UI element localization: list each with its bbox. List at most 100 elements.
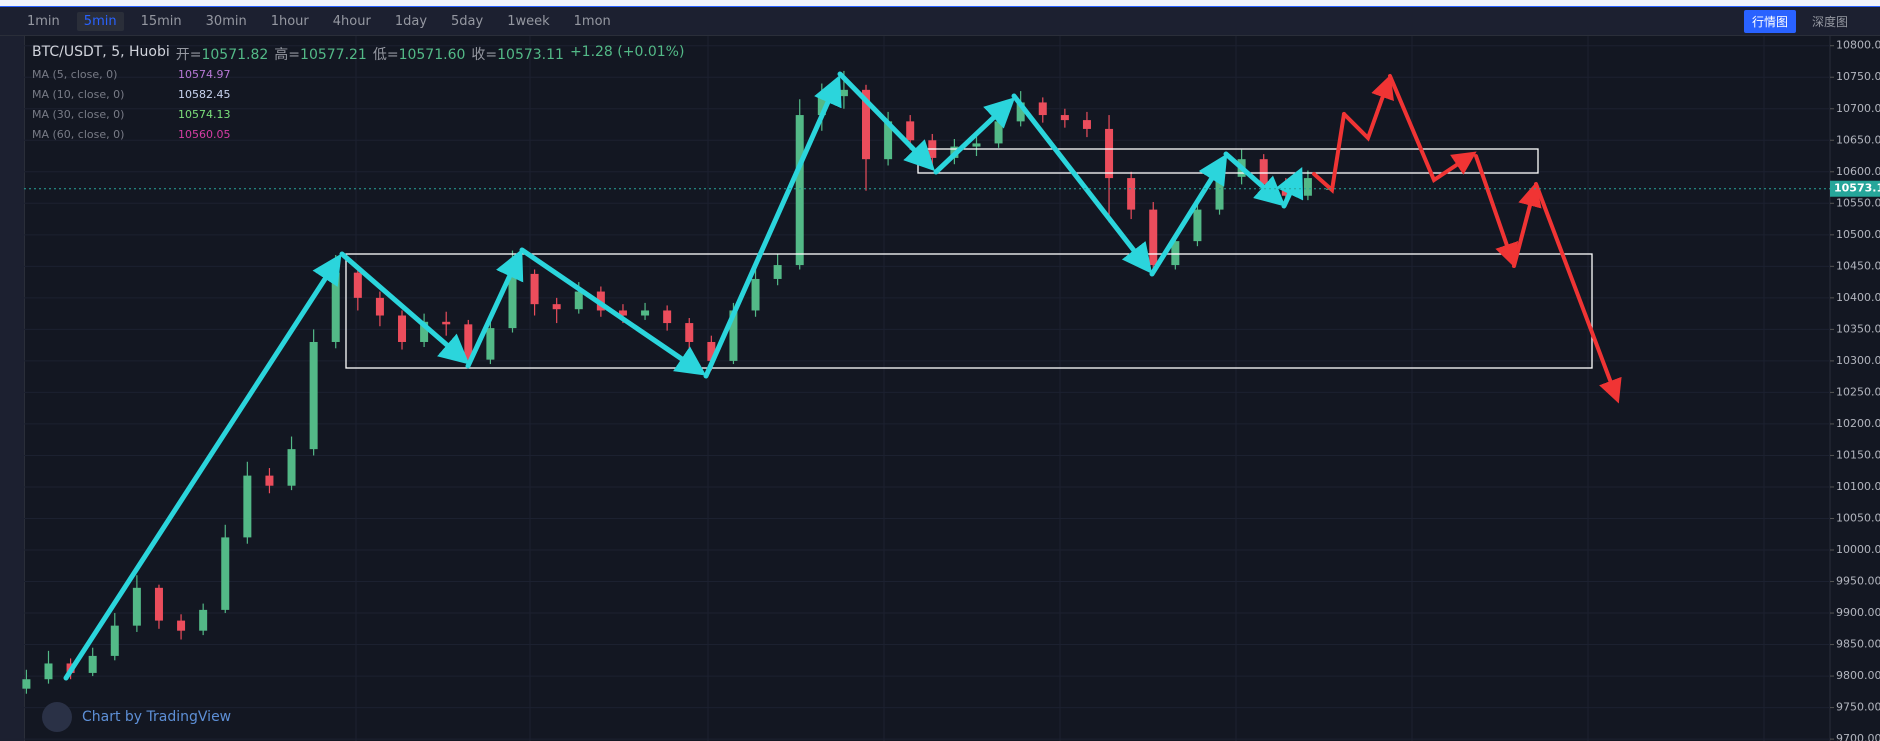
ohlc-value: 10571.60 xyxy=(398,47,466,63)
ohlc-value: 10573.11 xyxy=(497,47,564,63)
candle-body xyxy=(1016,102,1025,122)
candle-body xyxy=(1171,241,1180,266)
last-price-tag xyxy=(1830,180,1880,197)
y-tick-label: 10500.00 xyxy=(1836,228,1880,241)
y-tick-label: 10050.00 xyxy=(1836,511,1880,524)
candle-body xyxy=(972,143,981,147)
candle-body xyxy=(795,115,804,266)
candle-body xyxy=(442,321,451,325)
y-tick-label: 10800.00 xyxy=(1836,39,1880,52)
candle-body xyxy=(1149,209,1158,266)
candle-body xyxy=(1105,128,1114,179)
candle-body xyxy=(154,587,163,621)
candle-body xyxy=(44,663,53,680)
y-tick-label: 10450.00 xyxy=(1836,259,1880,272)
interval-button[interactable]: 1day xyxy=(394,13,428,29)
candle-body xyxy=(707,341,716,361)
candle-body xyxy=(243,475,252,538)
candle-body xyxy=(287,449,296,486)
candle-body xyxy=(530,273,539,305)
candle-body xyxy=(1038,102,1047,116)
candle-body xyxy=(906,121,915,141)
interval-list: 1min 5min 15min 30min 1hour 4hour 1day 5day 1wee… xyxy=(20,11,628,31)
candle-body xyxy=(22,679,31,689)
interval-button[interactable]: 1min xyxy=(27,13,60,29)
forecast-arrows xyxy=(1312,74,1622,404)
y-tick-label: 10200.00 xyxy=(1836,417,1880,430)
indicator-value: 10574.97 xyxy=(178,68,231,81)
candle-body xyxy=(1259,159,1268,185)
symbol[interactable]: BTC/USDT, 5, Huobi xyxy=(32,44,170,60)
change: +1.28 (+0.01%) xyxy=(569,44,685,60)
y-tick-label: 10250.00 xyxy=(1836,385,1880,398)
watermark-text: Chart by TradingView xyxy=(82,709,232,725)
ohlc-value: 10577.21 xyxy=(300,47,367,63)
indicator-row: MA (5, close, 0) 10574.97 xyxy=(32,68,231,81)
y-tick-label: 9950.00 xyxy=(1836,575,1880,588)
candle-body xyxy=(375,297,384,316)
legend: BTC/USDT, 5, Huobi 开=10571.82 高=10577.21… xyxy=(32,44,684,64)
candle-body xyxy=(88,655,97,673)
y-tick-label: 10750.00 xyxy=(1836,70,1880,83)
y-tick-label: 10600.00 xyxy=(1836,165,1880,178)
view-button[interactable]: 行情图 xyxy=(1743,10,1796,33)
last-price: 10573.11 xyxy=(24,180,1880,197)
candle-body xyxy=(618,310,627,316)
indicator-name: MA (10, close, 0) xyxy=(32,88,125,101)
indicator-row: MA (30, close, 0) 10574.13 xyxy=(32,108,231,121)
candle-body xyxy=(309,341,318,450)
candle-body xyxy=(884,121,893,160)
indicator-value: 10582.45 xyxy=(178,88,231,101)
candle-body xyxy=(994,121,1003,144)
grid: 9700.00 9750.00 9800.00 9850.00 9900.00 9950.… xyxy=(24,39,1880,741)
y-tick-label: 10650.00 xyxy=(1836,133,1880,146)
y-tick-label: 9850.00 xyxy=(1836,638,1880,651)
indicator-value: 10560.05 xyxy=(178,128,231,141)
ohlc-value: 10571.82 xyxy=(201,47,269,63)
view-buttons: 行情图 深度图 xyxy=(1736,10,1856,33)
interval-button[interactable]: 4hour xyxy=(332,13,371,29)
indicator-name: MA (60, close, 0) xyxy=(32,128,125,141)
price-axis xyxy=(1830,36,1880,741)
interval-button[interactable]: 1hour xyxy=(270,13,309,29)
candle-body xyxy=(1082,120,1091,129)
interval-button[interactable]: 1mon xyxy=(573,13,611,29)
indicator-name: MA (30, close, 0) xyxy=(32,108,125,121)
candle-body xyxy=(751,278,760,311)
interval-button[interactable]: 1week xyxy=(507,13,550,29)
candle-body xyxy=(574,291,583,310)
y-tick-label: 9750.00 xyxy=(1836,701,1880,714)
candle-body xyxy=(1215,176,1224,210)
y-tick-label: 9700.00 xyxy=(1836,732,1880,741)
interval-button[interactable]: 15min xyxy=(140,13,182,29)
interval-button[interactable]: 30min xyxy=(205,13,247,29)
view-button[interactable]: 深度图 xyxy=(1811,15,1848,29)
candle-body xyxy=(420,321,429,342)
candle-body xyxy=(265,475,274,486)
candle-body xyxy=(641,310,650,316)
ohlc-label: 低= xyxy=(372,47,399,63)
candle-body xyxy=(486,328,495,360)
y-tick-label: 10300.00 xyxy=(1836,354,1880,367)
candle-body xyxy=(1303,178,1312,196)
candle-body xyxy=(110,625,119,656)
y-tick-label: 9800.00 xyxy=(1836,669,1880,682)
ohlc-label: 开= xyxy=(175,47,202,63)
candle-body xyxy=(1193,209,1202,242)
ohlc-label: 收= xyxy=(471,47,498,63)
candle-body xyxy=(1060,115,1069,121)
interval-button[interactable]: 5min xyxy=(76,11,124,31)
toolbar: 1min 5min 15min 30min 1hour 4hour 1day 5day 1wee… xyxy=(0,7,1880,36)
watermark: Chart by TradingView xyxy=(42,702,231,732)
candle-body xyxy=(862,89,871,160)
candle-body xyxy=(353,272,362,298)
candle-body xyxy=(398,315,407,342)
interval-button[interactable]: 5day xyxy=(451,13,484,29)
indicator-row: MA (60, close, 0) 10560.05 xyxy=(32,128,231,141)
y-tick-label: 10150.00 xyxy=(1836,448,1880,461)
indicator-row: MA (10, close, 0) 10582.45 xyxy=(32,88,231,101)
indicator-name: MA (5, close, 0) xyxy=(32,68,118,81)
y-tick-label: 10350.00 xyxy=(1836,322,1880,335)
